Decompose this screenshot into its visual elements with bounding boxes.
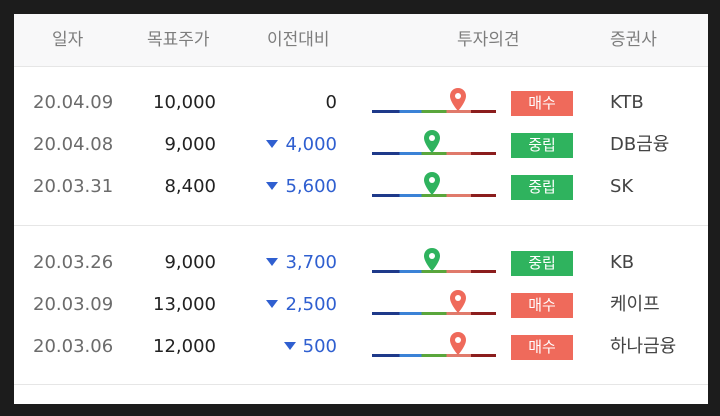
opinion-gauge xyxy=(372,82,496,124)
opinion-badge: 중립 xyxy=(511,175,573,200)
table-row[interactable]: 20.04.08 9,000 4,000 중립 DB금융 xyxy=(14,124,708,166)
row-change: 4,000 xyxy=(246,124,337,166)
row-target-price: 8,400 xyxy=(164,176,216,197)
map-pin-icon xyxy=(423,171,441,197)
row-change-value: 500 xyxy=(302,336,337,357)
map-pin-icon xyxy=(423,129,441,155)
row-broker: KTB xyxy=(610,92,644,113)
table-row[interactable]: 20.03.26 9,000 3,700 중립 KB xyxy=(14,242,708,284)
row-date: 20.04.08 xyxy=(33,134,114,155)
row-broker: 하나금융 xyxy=(610,336,677,357)
row-change-value: 3,700 xyxy=(285,252,337,273)
map-pin-icon xyxy=(449,289,467,315)
table-bottom-border xyxy=(14,384,708,385)
opinion-badge: 중립 xyxy=(511,133,573,158)
column-header-change: 이전대비 xyxy=(267,30,330,50)
row-date: 20.03.31 xyxy=(33,176,114,197)
row-broker: 케이프 xyxy=(610,294,660,315)
gauge-track xyxy=(372,270,496,273)
down-triangle-icon xyxy=(266,300,279,308)
column-header-date: 일자 xyxy=(52,30,84,50)
opinion-badge: 매수 xyxy=(511,91,573,116)
row-date: 20.04.09 xyxy=(33,92,114,113)
opinion-gauge xyxy=(372,166,496,208)
row-change: 3,700 xyxy=(246,242,337,284)
opinion-gauge xyxy=(372,284,496,326)
map-pin-icon xyxy=(449,87,467,113)
row-broker: KB xyxy=(610,252,635,273)
column-header-target-price: 목표주가 xyxy=(147,30,210,50)
row-broker: DB금융 xyxy=(610,134,670,155)
row-target-price: 9,000 xyxy=(164,252,216,273)
table-row[interactable]: 20.03.06 12,000 500 매수 하나금융 xyxy=(14,326,708,368)
row-date: 20.03.06 xyxy=(33,336,114,357)
row-date: 20.03.26 xyxy=(33,252,114,273)
table-row[interactable]: 20.03.09 13,000 2,500 매수 케이프 xyxy=(14,284,708,326)
row-target-price: 9,000 xyxy=(164,134,216,155)
opinion-gauge xyxy=(372,242,496,284)
row-target-price: 13,000 xyxy=(153,294,216,315)
down-triangle-icon xyxy=(266,140,279,148)
opinion-badge: 중립 xyxy=(511,251,573,276)
row-change-value: 0 xyxy=(325,92,337,113)
row-change-value: 2,500 xyxy=(285,294,337,315)
gauge-track xyxy=(372,354,496,357)
row-change-value: 5,600 xyxy=(285,176,337,197)
gauge-track xyxy=(372,312,496,315)
gauge-track xyxy=(372,110,496,113)
row-date: 20.03.09 xyxy=(33,294,114,315)
column-header-opinion: 투자의견 xyxy=(457,30,520,50)
down-triangle-icon xyxy=(283,342,296,350)
row-target-price: 12,000 xyxy=(153,336,216,357)
opinion-gauge xyxy=(372,124,496,166)
down-triangle-icon xyxy=(266,258,279,266)
down-triangle-icon xyxy=(266,182,279,190)
opinion-badge: 매수 xyxy=(511,293,573,318)
opinion-badge: 매수 xyxy=(511,335,573,360)
group-divider xyxy=(14,225,708,226)
map-pin-icon xyxy=(423,247,441,273)
gauge-track xyxy=(372,194,496,197)
table-row[interactable]: 20.03.31 8,400 5,600 중립 SK xyxy=(14,166,708,208)
row-broker: SK xyxy=(610,176,634,197)
target-price-table: 일자 목표주가 이전대비 투자의견 증권사 20.04.09 10,000 0 매수 K… xyxy=(14,14,708,404)
opinion-gauge xyxy=(372,326,496,368)
column-header-broker: 증권사 xyxy=(610,30,657,50)
row-change: 5,600 xyxy=(246,166,337,208)
table-header: 일자 목표주가 이전대비 투자의견 증권사 xyxy=(14,14,708,67)
gauge-track xyxy=(372,152,496,155)
row-target-price: 10,000 xyxy=(153,92,216,113)
row-change: 500 xyxy=(246,326,337,368)
row-change: 2,500 xyxy=(246,284,337,326)
row-change: 0 xyxy=(246,82,337,124)
table-row[interactable]: 20.04.09 10,000 0 매수 KTB xyxy=(14,82,708,124)
map-pin-icon xyxy=(449,331,467,357)
row-change-value: 4,000 xyxy=(285,134,337,155)
